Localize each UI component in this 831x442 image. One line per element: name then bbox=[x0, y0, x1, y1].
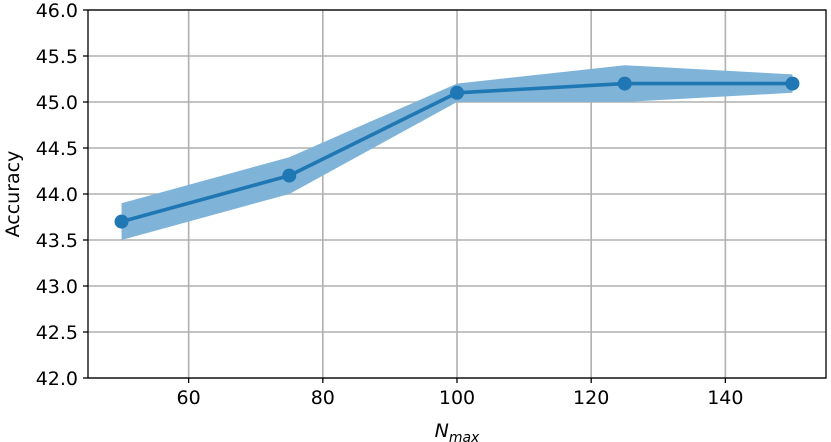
data-point bbox=[617, 76, 632, 91]
x-axis-label: Nmax bbox=[435, 420, 480, 442]
y-tick-label: 45.0 bbox=[36, 92, 78, 114]
y-tick-label: 43.0 bbox=[36, 276, 78, 298]
x-tick-label: 120 bbox=[573, 387, 609, 409]
y-tick-label: 46.0 bbox=[36, 0, 78, 22]
data-point bbox=[785, 76, 800, 91]
y-tick-label: 42.0 bbox=[36, 368, 78, 390]
y-axis-label: Accuracy bbox=[2, 151, 24, 238]
y-tick-label: 42.5 bbox=[36, 322, 78, 344]
x-axis-label-main: N bbox=[435, 420, 449, 442]
data-point bbox=[282, 168, 297, 183]
y-tick-label: 45.5 bbox=[36, 46, 78, 68]
data-point bbox=[450, 85, 464, 100]
x-tick-label: 80 bbox=[311, 387, 335, 409]
x-tick-labels: 60 80 100 120 140 bbox=[177, 387, 744, 409]
y-tick-label: 44.5 bbox=[36, 138, 78, 160]
x-axis-label-subscript: max bbox=[449, 430, 480, 442]
y-tick-label: 44.0 bbox=[36, 184, 78, 206]
y-tick-labels: 42.0 42.5 43.0 43.5 44.0 44.5 45.0 45.5 46.0 bbox=[36, 0, 78, 390]
data-points-layer bbox=[114, 76, 800, 229]
x-tick-label: 100 bbox=[439, 387, 475, 409]
tick-marks bbox=[83, 9, 727, 383]
x-tick-label: 140 bbox=[707, 387, 743, 409]
x-tick-label: 60 bbox=[177, 387, 201, 409]
y-tick-label: 43.5 bbox=[36, 230, 78, 252]
data-point bbox=[114, 214, 129, 229]
